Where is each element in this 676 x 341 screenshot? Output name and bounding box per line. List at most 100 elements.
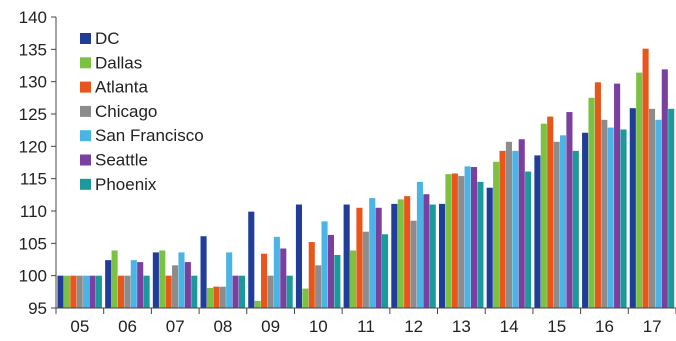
x-tick-label: 15 <box>547 317 566 336</box>
bar <box>350 250 357 308</box>
bar <box>238 275 246 308</box>
bar <box>493 161 500 308</box>
x-tick-label: 16 <box>595 317 614 336</box>
bar <box>614 83 621 308</box>
bar <box>226 252 233 308</box>
x-tick-label: 17 <box>643 317 662 336</box>
bar <box>404 196 411 308</box>
x-tick-label: 08 <box>213 317 232 336</box>
bar <box>184 262 191 308</box>
bar <box>191 275 198 308</box>
y-tick-label: 130 <box>19 73 47 92</box>
bar <box>642 48 649 308</box>
x-tick-label: 09 <box>261 317 280 336</box>
legend-swatch <box>80 178 91 190</box>
bar <box>254 300 261 308</box>
bar <box>362 231 369 308</box>
bar <box>356 207 363 308</box>
legend-label: Dallas <box>95 53 142 72</box>
y-tick-label: 135 <box>19 40 47 59</box>
bar <box>601 119 608 308</box>
bar <box>83 275 90 308</box>
bar <box>636 72 643 308</box>
bar <box>280 248 287 308</box>
bar <box>648 108 656 308</box>
bar <box>594 82 601 308</box>
bar <box>159 250 166 308</box>
bar <box>512 150 519 308</box>
bar <box>445 174 452 308</box>
bar <box>152 252 159 308</box>
legend-label: Seattle <box>95 151 148 170</box>
bar <box>559 135 567 308</box>
bar <box>566 112 573 308</box>
y-tick-label: 110 <box>20 202 47 221</box>
y-tick-label: 95 <box>28 299 47 318</box>
legend-swatch <box>80 105 91 117</box>
bar <box>397 199 404 308</box>
bar <box>629 108 636 309</box>
bar <box>525 171 532 308</box>
y-tick-label: 140 <box>19 8 47 27</box>
bar <box>620 129 627 308</box>
bar <box>334 254 341 308</box>
y-tick-label: 100 <box>19 267 47 286</box>
bar <box>137 262 144 308</box>
legend-label: San Francisco <box>95 126 204 145</box>
y-tick-label: 125 <box>19 105 47 124</box>
bar <box>57 275 64 308</box>
x-tick-label: 11 <box>357 317 375 336</box>
bar <box>213 286 220 308</box>
legend-swatch <box>80 33 91 44</box>
bar <box>327 234 335 308</box>
bar <box>458 176 465 308</box>
bar <box>499 150 506 308</box>
bar <box>105 260 112 308</box>
bar <box>206 287 214 308</box>
bar <box>547 116 554 308</box>
bar <box>438 203 446 308</box>
bar <box>410 220 417 308</box>
y-tick-label: 115 <box>20 170 47 189</box>
bar <box>582 132 589 308</box>
bar <box>315 265 322 308</box>
legend-label: Phoenix <box>95 175 157 194</box>
bar <box>451 173 458 308</box>
bar <box>668 108 675 308</box>
x-tick-label: 06 <box>118 317 137 336</box>
bar <box>486 187 493 308</box>
legend-label: Atlanta <box>95 78 148 97</box>
bar <box>267 275 274 308</box>
bar <box>534 155 541 308</box>
bar <box>416 181 423 308</box>
bar <box>553 141 560 308</box>
bar <box>95 275 102 308</box>
bar <box>470 167 478 308</box>
bar <box>572 150 579 308</box>
bar <box>286 275 293 308</box>
bar <box>308 242 315 308</box>
bar <box>295 204 303 308</box>
bar <box>321 221 328 308</box>
bar <box>130 260 137 308</box>
x-tick-label: 07 <box>166 317 185 336</box>
bar <box>343 204 350 308</box>
bar <box>219 286 226 308</box>
bar <box>477 181 484 308</box>
bar <box>111 250 118 308</box>
bar <box>117 275 125 308</box>
bar <box>273 236 280 308</box>
bar <box>172 265 179 308</box>
bar <box>655 119 662 308</box>
bar <box>369 198 376 308</box>
bar <box>505 141 512 308</box>
bar <box>124 275 131 308</box>
bar <box>464 166 471 308</box>
legend-swatch <box>80 81 91 93</box>
x-tick-label: 05 <box>70 317 89 336</box>
bar <box>89 275 96 308</box>
x-tick-label: 14 <box>500 317 519 336</box>
legend-label: DC <box>95 29 120 48</box>
bar <box>232 275 239 308</box>
